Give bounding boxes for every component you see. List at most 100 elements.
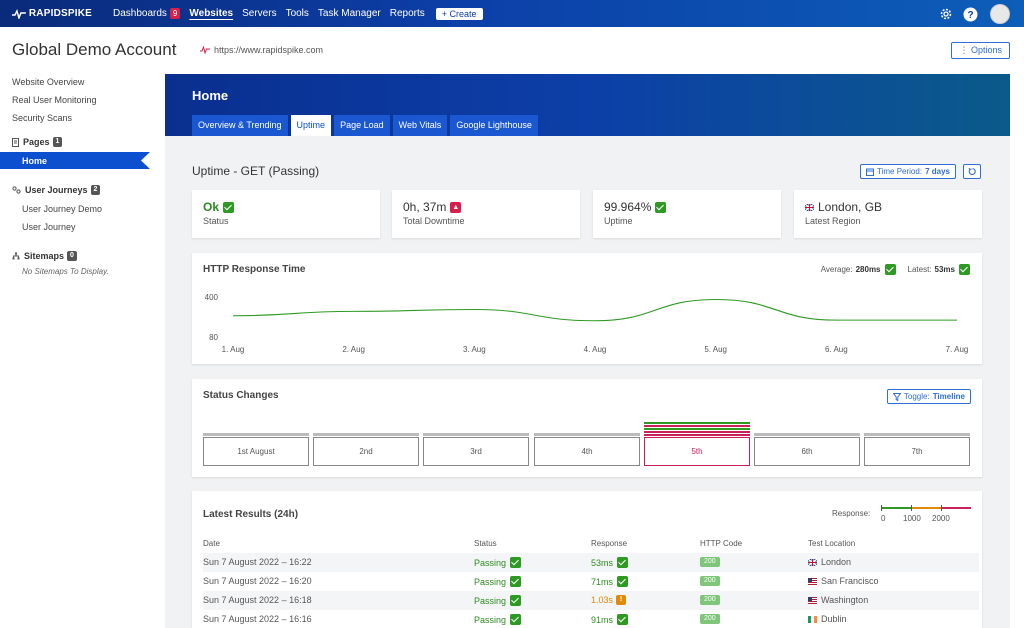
table-row[interactable]: Sun 7 August 2022 – 16:20 Passing 71ms 2… (203, 572, 979, 591)
status-stripe-red (644, 425, 750, 427)
us-flag-icon (808, 577, 817, 585)
check-icon (617, 614, 629, 625)
table-row[interactable]: Sun 7 August 2022 – 16:16 Passing 91ms 2… (203, 610, 979, 628)
account-url[interactable]: https://www.rapidspike.com (200, 45, 323, 55)
day-status-bar (423, 433, 529, 436)
x-tick-label: 6. Aug (825, 345, 848, 354)
scale-green-segment (881, 507, 911, 509)
response-time-chart: 400 80 1. Aug 2. Aug 3. Aug 4. Aug 5. Aug 6. … (205, 293, 969, 354)
pulse-icon (200, 46, 210, 54)
row-status: Passing (474, 557, 522, 568)
http-code-badge: 200 (700, 576, 720, 586)
sidebar-item-home[interactable]: Home (0, 152, 150, 169)
row-location-text: London (821, 557, 852, 567)
journeys-label: User Journeys (25, 185, 88, 195)
day-status-bar (203, 433, 309, 436)
row-location-text: Dublin (821, 614, 847, 624)
day-box-7[interactable]: 7th (864, 437, 970, 466)
row-date: Sun 7 August 2022 – 16:18 (203, 595, 312, 605)
row-response: 53ms (591, 557, 629, 568)
refresh-button[interactable] (963, 164, 981, 179)
row-location: London (808, 557, 851, 567)
stat-card-uptime: 99.964% Uptime (593, 190, 781, 238)
day-box-3[interactable]: 3rd (423, 437, 529, 466)
nav-reports[interactable]: Reports (390, 8, 425, 19)
create-button[interactable]: + Create (435, 7, 483, 20)
region-label: Latest Region (805, 216, 861, 226)
filter-icon (892, 392, 901, 401)
http-code-badge: 200 (700, 614, 720, 624)
options-button[interactable]: ⋮ Options (951, 42, 1010, 59)
downtime-value: 0h, 37m ▲ (403, 200, 462, 214)
time-period-button[interactable]: Time Period: 7 days (860, 164, 956, 179)
sitemaps-label: Sitemaps (24, 251, 65, 261)
table-row[interactable]: Sun 7 August 2022 – 16:22 Passing 53ms 2… (203, 553, 979, 572)
day-box-2[interactable]: 2nd (313, 437, 419, 466)
sidebar-item-user-journey-demo[interactable]: User Journey Demo (22, 204, 103, 214)
row-location: San Francisco (808, 576, 879, 586)
table-row[interactable]: Sun 7 August 2022 – 16:18 Passing 1.03s!… (203, 591, 979, 610)
toggle-timeline-button[interactable]: Toggle: Timeline (886, 389, 971, 404)
check-icon (617, 557, 629, 568)
tab-google-lighthouse[interactable]: Google Lighthouse (450, 115, 538, 136)
help-icon[interactable]: ? (963, 7, 978, 22)
toggle-label: Toggle: (903, 392, 930, 401)
row-http-code: 200 (700, 595, 720, 605)
col-response: Response (591, 539, 628, 548)
row-http-code: 200 (700, 576, 720, 586)
sidebar-item-website-overview[interactable]: Website Overview (12, 77, 85, 87)
tab-page-load[interactable]: Page Load (334, 115, 390, 136)
nav-websites[interactable]: Websites (189, 8, 233, 19)
sitemap-icon (12, 252, 20, 260)
x-tick-label: 4. Aug (584, 345, 607, 354)
tab-web-vitals[interactable]: Web Vitals (392, 115, 448, 136)
nav-task-manager[interactable]: Task Manager (318, 8, 381, 19)
scale-tick (881, 505, 882, 511)
row-response-text: 53ms (591, 557, 614, 568)
sidebar-sitemaps-heading: Sitemaps 0 (12, 251, 77, 261)
stat-card-status: Ok Status (192, 190, 380, 238)
row-status-text: Passing (474, 595, 507, 606)
tab-uptime[interactable]: Uptime (290, 115, 332, 136)
response-scale-label: Response: (832, 509, 871, 518)
svg-text:?: ? (967, 10, 973, 21)
nav-right: ? (929, 4, 1010, 24)
scale-label-2000: 2000 (932, 514, 950, 523)
row-status: Passing (474, 595, 522, 606)
uptime-value-text: 99.964% (604, 200, 652, 214)
region-value-text: London, GB (818, 200, 883, 214)
nav-dashboards[interactable]: Dashboards 9 (113, 8, 181, 19)
dashboards-badge: 9 (169, 8, 181, 19)
average-value: 280ms (855, 265, 881, 274)
row-status: Passing (474, 576, 522, 587)
day-box-6[interactable]: 6th (754, 437, 860, 466)
nav-tools[interactable]: Tools (286, 8, 309, 19)
status-changes-title: Status Changes (203, 390, 279, 401)
sidebar-item-security-scans[interactable]: Security Scans (12, 113, 73, 123)
pages-label: Pages (23, 137, 50, 147)
status-stripe-green (644, 422, 750, 424)
sidebar-item-user-journey[interactable]: User Journey (22, 222, 76, 232)
logo[interactable]: RAPIDSPIKE (12, 8, 92, 19)
latest-results-title: Latest Results (24h) (203, 509, 299, 520)
ireland-flag-icon (808, 615, 817, 623)
response-chart-title: HTTP Response Time (203, 264, 306, 275)
gear-icon[interactable] (939, 7, 953, 21)
status-label: Status (203, 216, 229, 226)
tab-overview-trending[interactable]: Overview & Trending (192, 115, 288, 136)
x-axis-ticks: 1. Aug 2. Aug 3. Aug 4. Aug 5. Aug 6. Aug 7. A… (222, 345, 969, 354)
warning-icon: ▲ (450, 201, 462, 213)
day-box-1[interactable]: 1st August (203, 437, 309, 466)
avatar[interactable] (990, 4, 1010, 24)
downtime-value-text: 0h, 37m (403, 200, 447, 214)
x-tick-label: 3. Aug (463, 345, 486, 354)
sidebar-item-real-user-monitoring[interactable]: Real User Monitoring (12, 95, 97, 105)
incident-status-bars (644, 422, 750, 436)
day-box-5[interactable]: 5th (644, 437, 750, 466)
response-scale-legend: Response: (832, 509, 870, 518)
day-box-4[interactable]: 4th (534, 437, 640, 466)
stat-card-downtime: 0h, 37m ▲ Total Downtime (392, 190, 580, 238)
scale-tick (911, 505, 912, 511)
section-title: Uptime - GET (Passing) (192, 164, 320, 178)
nav-servers[interactable]: Servers (242, 8, 276, 19)
